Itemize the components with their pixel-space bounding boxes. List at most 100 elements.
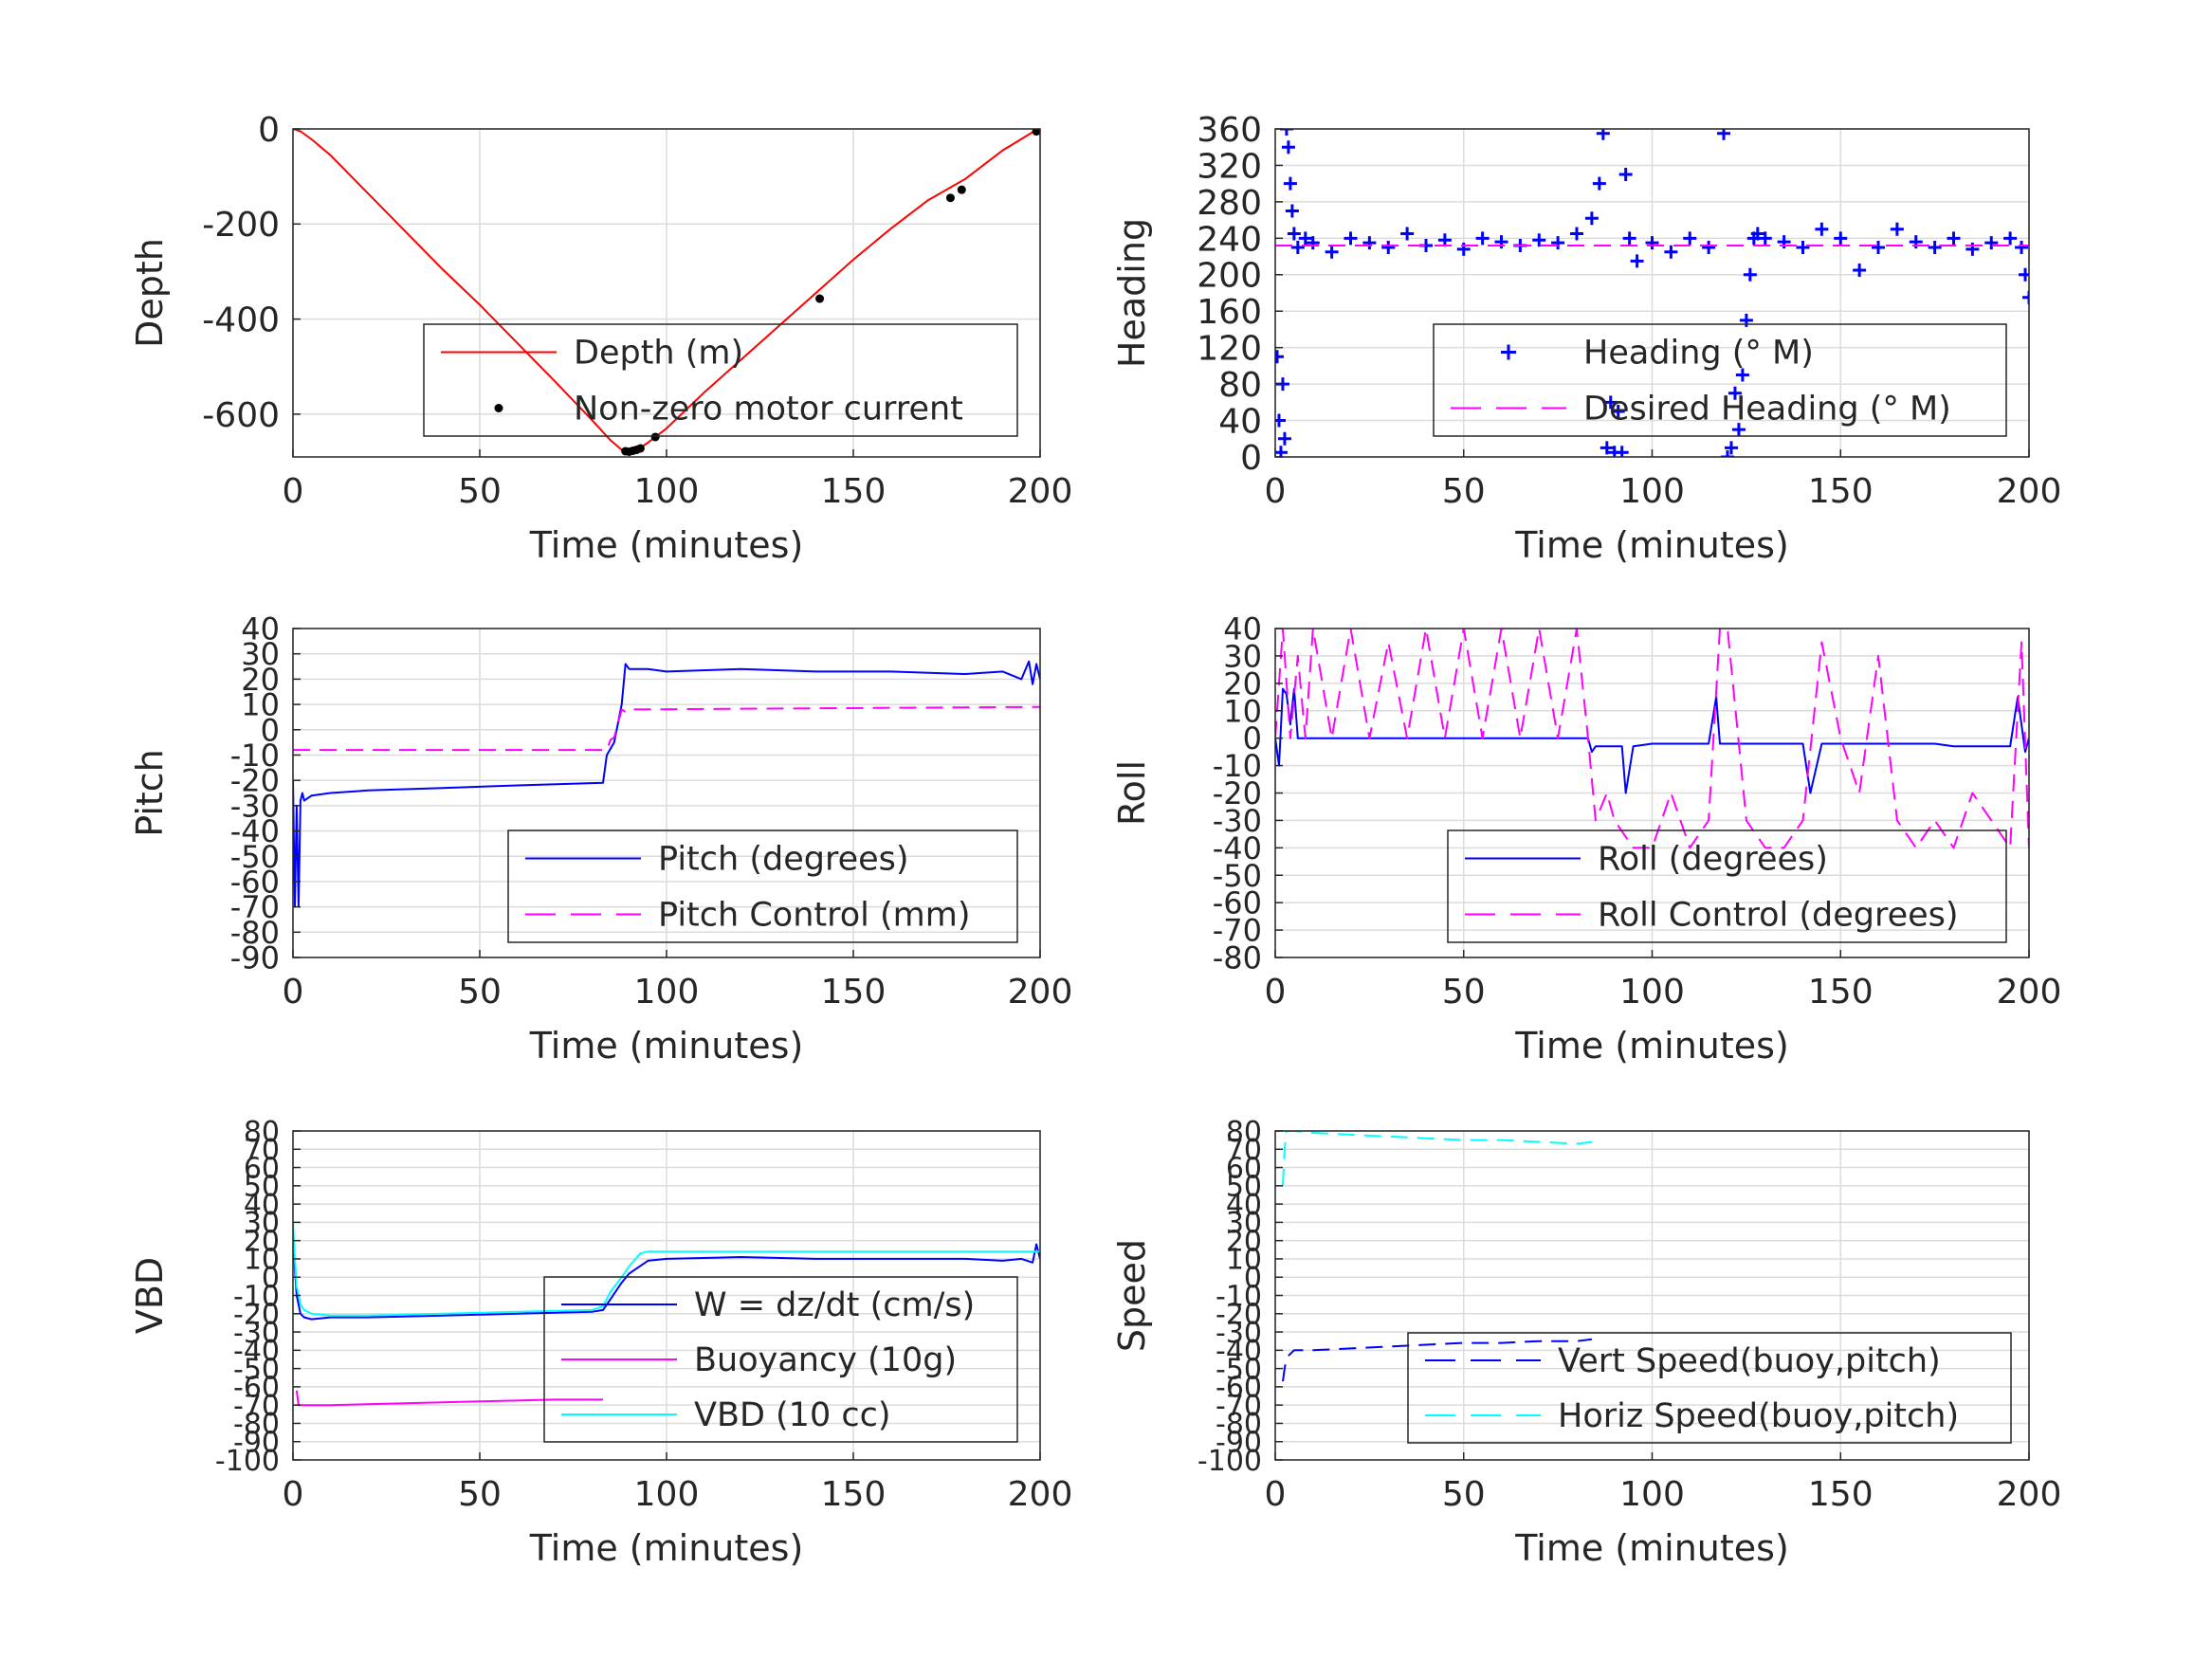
data-point (1758, 231, 1772, 246)
y-tick-label: 80 (244, 1116, 280, 1149)
data-point (2022, 290, 2029, 304)
x-axis-label: Time (minutes) (529, 1025, 804, 1066)
data-point (1400, 227, 1415, 241)
legend: Depth (m) Non-zero motor current (423, 323, 1018, 437)
data-layer (1275, 629, 2029, 849)
x-axis-label: Time (minutes) (1514, 1527, 1789, 1569)
y-tick-label: 0 (1243, 720, 1262, 757)
y-tick-label: 0 (262, 1262, 280, 1295)
legend-label: Desired Heading (° M) (1583, 391, 1951, 428)
data-layer (1282, 1131, 1593, 1382)
data-point (1750, 227, 1764, 241)
y-tick-label: -60 (1213, 885, 1262, 921)
x-tick-label: 200 (1997, 472, 2062, 511)
data-point (1475, 231, 1490, 246)
chart-roll: 0 50 100 150 200-80-70-60-50-40-30-20-100102… (1111, 611, 2061, 1066)
x-tick-label: 0 (283, 1475, 304, 1514)
y-tick-label: -90 (1216, 1427, 1262, 1460)
data-point (1592, 176, 1606, 191)
y-tick-label: -10 (233, 1280, 280, 1313)
x-axis-label: Time (minutes) (529, 524, 804, 566)
legend-swatch (494, 404, 503, 412)
x-tick-label: 150 (1808, 472, 1874, 511)
data-point (1630, 254, 1644, 268)
y-tick-label: -200 (202, 206, 280, 245)
legend-label: Non-zero motor current (574, 391, 963, 428)
x-tick-label: 150 (821, 1475, 887, 1514)
y-tick-label: -60 (233, 1372, 280, 1405)
y-tick-label: -50 (1213, 858, 1262, 894)
data-point (1721, 450, 1734, 457)
y-tick-label: -90 (233, 1427, 280, 1460)
data-point (1611, 404, 1625, 418)
data-point (1603, 395, 1618, 410)
data-point (1532, 233, 1546, 247)
y-tick-label: -80 (230, 915, 280, 951)
data-point (2019, 267, 2029, 282)
legend-label: VBD (10 cc) (694, 1396, 891, 1434)
y-tick-label: 30 (1223, 638, 1262, 674)
x-axis-label: Time (minutes) (529, 1527, 804, 1569)
y-tick-label: 70 (1226, 1134, 1262, 1167)
data-point (1035, 129, 1040, 135)
y-tick-label: 10 (244, 1244, 280, 1277)
y-tick-label: 0 (261, 712, 280, 748)
y-tick-label: -50 (230, 839, 280, 875)
data-point (1344, 231, 1358, 246)
data-point (1683, 231, 1697, 246)
data-point (1664, 245, 1678, 259)
y-tick-label: 60 (244, 1152, 280, 1185)
data-point (1600, 441, 1614, 455)
data-point (815, 294, 825, 303)
series-line (1282, 1131, 1593, 1186)
y-tick-label: 240 (1197, 220, 1262, 259)
legend-label: Roll (degrees) (1598, 841, 1828, 879)
data-point (957, 185, 966, 194)
y-tick-label: 10 (241, 687, 280, 723)
series-0 (1275, 687, 2029, 794)
y-tick-label: -60 (230, 864, 280, 900)
y-tick-label: -60 (1216, 1372, 1262, 1405)
data-point (1853, 263, 1867, 277)
y-tick-label: -30 (1216, 1317, 1262, 1350)
y-tick-label: -70 (1213, 913, 1262, 949)
series-1 (293, 705, 1040, 752)
y-tick-label: 200 (1197, 257, 1262, 296)
y-tick-label: -10 (1213, 748, 1262, 784)
y-axis-label: Depth (129, 238, 171, 348)
y-tick-label: -20 (1216, 1299, 1262, 1332)
y-axis-label: Pitch (129, 749, 171, 837)
y-tick-label: 160 (1197, 293, 1262, 332)
chart-vbd: 0 50 100 150 200-100-90-80-70-60-50-40-30-20… (129, 1116, 1072, 1569)
y-tick-label: -40 (233, 1335, 280, 1368)
x-tick-label: 0 (283, 472, 304, 511)
data-point (945, 193, 955, 203)
data-point (650, 432, 660, 442)
legend-label: Roll Control (degrees) (1598, 897, 1959, 935)
x-tick-label: 100 (634, 472, 700, 511)
y-tick-label: 120 (1197, 330, 1262, 369)
y-tick-label: -70 (230, 889, 280, 925)
x-tick-label: 50 (1442, 472, 1486, 511)
chart-speed: 0 50 100 150 200-100-90-80-70-60-50-40-30-20… (1111, 1116, 2061, 1569)
y-tick-label: 20 (1223, 665, 1262, 702)
legend-box (1433, 323, 2007, 437)
data-point (1735, 368, 1749, 382)
series-line (1282, 1338, 1593, 1382)
x-tick-label: 200 (1008, 973, 1073, 1012)
data-point (1890, 222, 1904, 236)
y-tick-label: -80 (1213, 940, 1262, 976)
data-point (1743, 267, 1757, 282)
data-point (1947, 231, 1961, 246)
y-tick-label: 80 (1218, 366, 1262, 405)
x-tick-label: 200 (1997, 1475, 2062, 1514)
y-tick-label: 30 (241, 636, 280, 672)
y-tick-label: 10 (1226, 1244, 1262, 1277)
x-tick-label: 200 (1008, 472, 1073, 511)
y-tick-label: 0 (1240, 439, 1262, 478)
series-1 (621, 129, 1040, 456)
legend-box (543, 1276, 1018, 1443)
data-layer (293, 660, 1040, 908)
series-1 (1282, 1131, 1593, 1186)
chart-heading: 0 50 100 150 20004080120160200240280320360Ti… (1111, 111, 2061, 566)
